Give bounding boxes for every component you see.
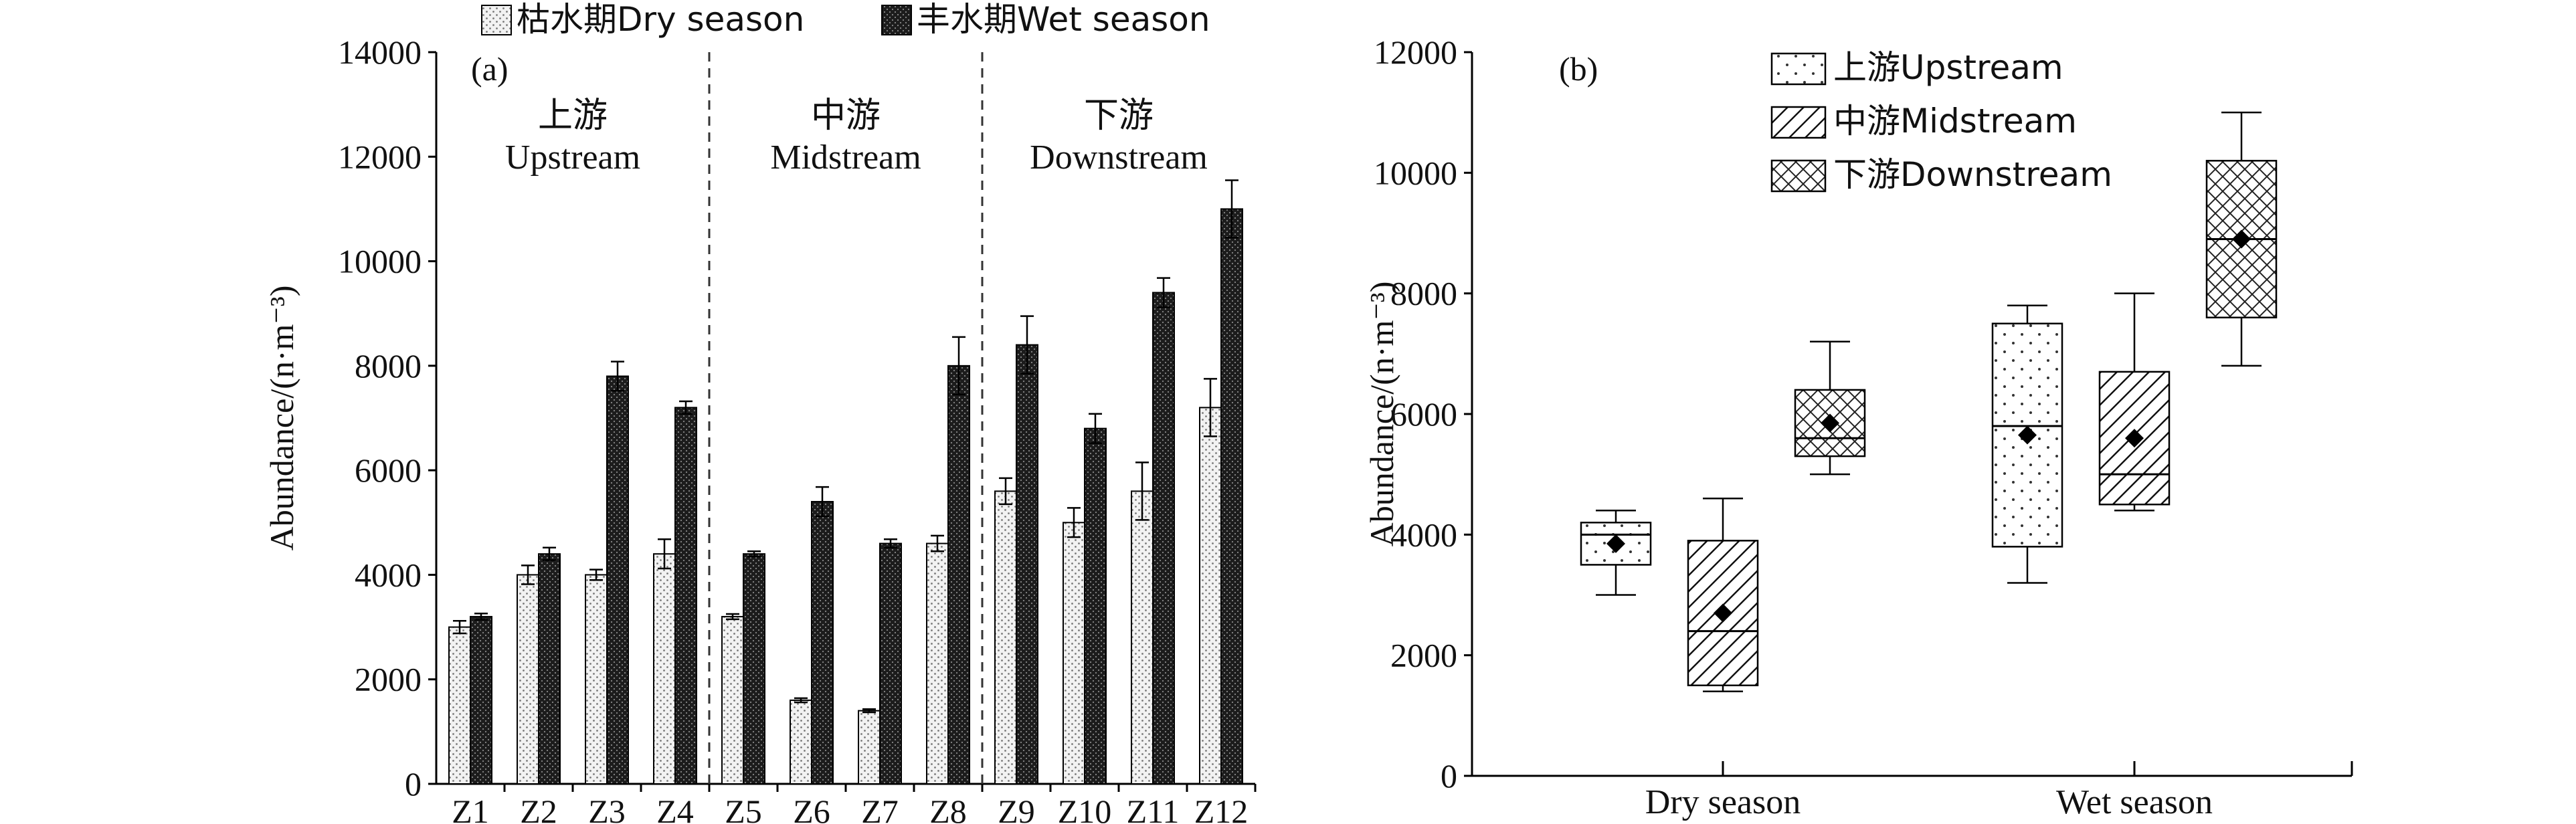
x-tick-label: Z5: [725, 793, 762, 824]
group-label-zh: 上游: [538, 96, 608, 136]
bar-dry: [994, 490, 1017, 785]
panel-label-b: (b): [1559, 50, 1598, 88]
y-tick-label: 0: [1441, 757, 1457, 795]
bar-dry: [858, 710, 881, 785]
y-tick-label: 14000: [338, 33, 422, 71]
y-tick-label: 10000: [338, 243, 422, 280]
panel-b: 0 2000 4000 6000 8000 10000 12000 Abundance/(n·…: [1363, 33, 2353, 821]
x-tick-label: Z9: [998, 793, 1035, 824]
bar-dry: [517, 574, 539, 785]
x-tick-label: Z6: [793, 793, 830, 824]
bar-wet: [947, 365, 970, 785]
bar-dry: [1063, 522, 1085, 785]
bar-wet: [1152, 292, 1175, 785]
y-tick-label: 8000: [1390, 275, 1457, 312]
x-tick-label: Z7: [861, 793, 899, 824]
bar-wet: [538, 553, 561, 785]
legend-swatch: [481, 5, 512, 35]
group-label-zh: 下游: [1084, 96, 1154, 136]
x-tick-label: Z11: [1127, 793, 1180, 824]
legend-label: 枯水期Dry season: [517, 0, 804, 39]
x-tick-label: Z1: [452, 793, 489, 824]
x-tick-label: Z8: [929, 793, 967, 824]
bar-dry: [653, 553, 676, 785]
bar-wet: [811, 501, 834, 785]
x-tick-label: Z4: [656, 793, 694, 824]
y-tick-label: 4000: [355, 556, 422, 593]
mean-marker: [2018, 425, 2037, 445]
y-axis-label: Abundance/(n·m⁻³): [263, 286, 300, 551]
group-label-zh: 中游: [811, 96, 881, 136]
x-tick-label: Dry season: [1645, 783, 1801, 821]
y-tick-label: 12000: [1374, 33, 1457, 71]
x-tick-label: Z3: [588, 793, 626, 824]
bar-wet: [743, 553, 765, 785]
group-label-en: Midstream: [770, 138, 921, 177]
y-tick-label: 10000: [1374, 154, 1457, 191]
bar-dry: [721, 615, 744, 785]
bar-wet: [1084, 427, 1107, 785]
bar-wet: [470, 615, 492, 785]
mean-marker: [1714, 603, 1732, 623]
legend-label: 上游Upstream: [1833, 48, 2063, 87]
x-tick-label: Z2: [520, 793, 557, 824]
legend-swatch: [1770, 106, 1827, 139]
y-axis-label: Abundance/(n·m⁻³): [1363, 282, 1400, 547]
panel-a: 0 2000 4000 6000 8000 10000 12000 14000 Abundanc…: [263, 0, 1257, 824]
y-tick-label: 2000: [355, 661, 422, 698]
x-tick-label: Z10: [1058, 793, 1112, 824]
y-tick-label: 6000: [355, 451, 422, 489]
x-tick-label: Wet season: [2056, 783, 2213, 821]
y-tick-label: 4000: [1390, 516, 1457, 553]
bar-wet: [1016, 344, 1038, 785]
group-label-en: Upstream: [505, 138, 640, 177]
bar-wet: [674, 407, 697, 785]
legend-swatch: [881, 5, 912, 35]
panel-label-a: (a): [471, 50, 509, 88]
y-tick-label: 12000: [338, 138, 422, 175]
legend-swatch: [1770, 52, 1827, 86]
bar-dry: [1199, 407, 1222, 785]
y-tick-label: 2000: [1390, 637, 1457, 674]
mean-marker: [1606, 534, 1625, 553]
bar-dry: [448, 626, 471, 785]
legend-label: 中游Midstream: [1833, 102, 2077, 140]
bar-wet: [1220, 208, 1243, 785]
group-label-en: Downstream: [1030, 138, 1208, 177]
y-tick-label: 8000: [355, 347, 422, 385]
mean-marker: [2125, 429, 2144, 448]
y-tick-label: 0: [405, 765, 422, 803]
box: [2098, 371, 2171, 506]
bar-dry: [926, 542, 949, 785]
bar-dry: [790, 699, 812, 785]
legend-swatch: [1770, 159, 1827, 193]
mean-marker: [2232, 229, 2251, 249]
bar-dry: [1131, 490, 1154, 785]
legend-label: 下游Downstream: [1833, 155, 2112, 194]
y-tick-label: 6000: [1390, 395, 1457, 433]
legend-label: 丰水期Wet season: [917, 0, 1210, 39]
bar-dry: [585, 574, 608, 785]
bar-wet: [606, 375, 629, 785]
bar-wet: [879, 542, 902, 785]
x-tick-label: Z12: [1194, 793, 1249, 824]
mean-marker: [1821, 413, 1839, 433]
